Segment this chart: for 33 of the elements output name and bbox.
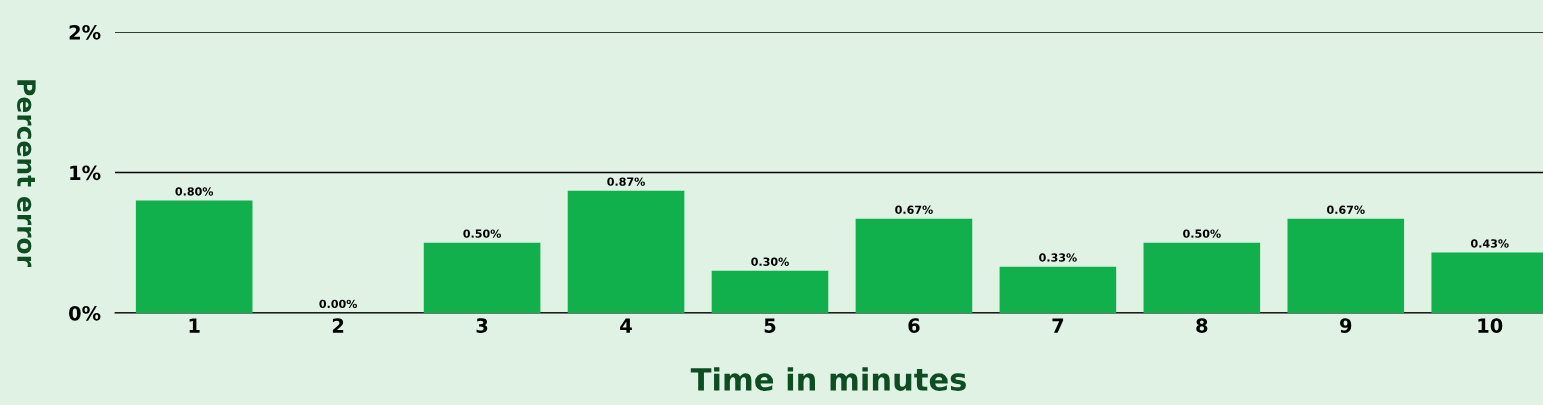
x-tick-label: 9: [1340, 318, 1352, 333]
y-tick-label: 0%: [69, 305, 101, 321]
x-tick-label: 1: [189, 318, 200, 333]
bar: [1287, 218, 1405, 313]
data-label: 0.67%: [895, 205, 933, 214]
data-label: 0.50%: [463, 229, 501, 238]
bar: [423, 242, 541, 313]
data-label: 0.67%: [1327, 205, 1365, 214]
bar: [855, 218, 973, 313]
data-label: 0.43%: [1471, 239, 1509, 248]
data-label: 0.80%: [175, 187, 214, 196]
bar: [567, 190, 685, 313]
y-axis-title: Percent error: [17, 80, 36, 267]
data-label: 0.30%: [751, 257, 789, 266]
bar: [999, 266, 1117, 313]
data-label: 0.00%: [319, 299, 358, 309]
bar: [1143, 242, 1261, 313]
bar: [711, 270, 829, 313]
x-tick-label: 3: [476, 318, 488, 333]
x-tick-label: 6: [908, 318, 920, 333]
bar: [135, 200, 253, 313]
y-tick-label: 2%: [69, 24, 101, 40]
data-label: 0.87%: [607, 177, 645, 186]
y-tick-label: 1%: [70, 165, 101, 181]
data-label: 0.50%: [1183, 229, 1221, 238]
x-tick-label: 10: [1478, 318, 1503, 333]
x-tick-label: 7: [1052, 318, 1064, 333]
x-tick-label: 8: [1196, 318, 1208, 333]
data-label: 0.33%: [1039, 253, 1077, 262]
x-tick-label: 4: [620, 318, 632, 333]
x-tick-label: 2: [332, 318, 344, 333]
x-axis-title: Time in minutes: [690, 367, 966, 391]
x-tick-label: 5: [764, 318, 776, 333]
